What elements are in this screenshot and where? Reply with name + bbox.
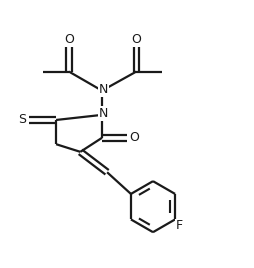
Text: O: O [131, 33, 141, 46]
Text: S: S [18, 113, 26, 126]
Text: O: O [64, 33, 73, 46]
Text: N: N [98, 107, 107, 120]
Text: O: O [129, 131, 138, 144]
Text: F: F [175, 219, 182, 232]
Text: N: N [98, 83, 107, 96]
